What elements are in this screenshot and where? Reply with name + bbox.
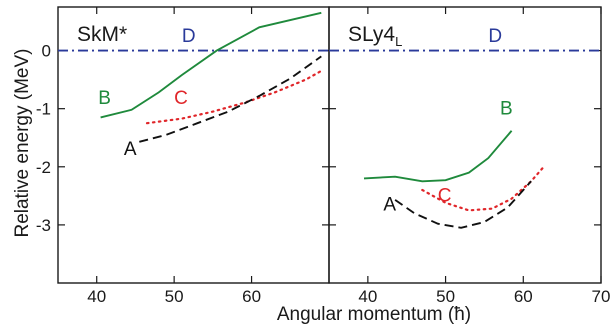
plot-frame xyxy=(328,6,602,284)
series-line-A xyxy=(394,180,532,229)
panel-title-subscript: L xyxy=(395,34,402,49)
series-label-B: B xyxy=(98,88,111,109)
x-axis-title: Angular momentum (ħ) xyxy=(277,304,471,325)
y-tick-label: -2 xyxy=(36,158,51,177)
series-line-B xyxy=(100,11,322,119)
chart-panel-1: 40 50 60 0 -1 -2 -3 D B C A SkM* xyxy=(36,6,330,306)
series-label-D: D xyxy=(182,26,196,47)
series-label-D: D xyxy=(488,26,502,47)
plot-frame xyxy=(57,6,330,284)
series-label-A: A xyxy=(383,194,396,215)
x-tick-label: 50 xyxy=(436,287,455,306)
panel-title: SLy4L xyxy=(348,23,402,49)
series-label-A: A xyxy=(124,139,137,160)
series-label-B: B xyxy=(500,98,513,119)
y-axis-title: Relative energy (MeV) xyxy=(12,48,33,237)
series-line-A xyxy=(139,55,322,143)
x-tick-label: 50 xyxy=(165,287,184,306)
y-tick-label: 0 xyxy=(42,42,51,61)
x-tick-label: 60 xyxy=(514,287,533,306)
series-label-C: C xyxy=(174,88,188,109)
x-tick-label: 70 xyxy=(592,287,611,306)
y-tick-label: -3 xyxy=(36,216,51,235)
x-tick-label: 40 xyxy=(358,287,377,306)
series-label-C: C xyxy=(438,186,452,207)
x-tick-label: 40 xyxy=(87,287,106,306)
chart-panels: 40 50 60 0 -1 -2 -3 D B C A SkM* 40 50 60 70 D B C A SLy4L xyxy=(36,6,611,306)
y-tick-label: -1 xyxy=(36,100,51,119)
series-line-B xyxy=(363,130,513,183)
x-tick-label: 60 xyxy=(242,287,261,306)
panel-title: SkM* xyxy=(77,23,127,46)
chart-panel-2: 40 50 60 70 D B C A SLy4L xyxy=(328,6,611,306)
series-line-C xyxy=(145,69,323,125)
